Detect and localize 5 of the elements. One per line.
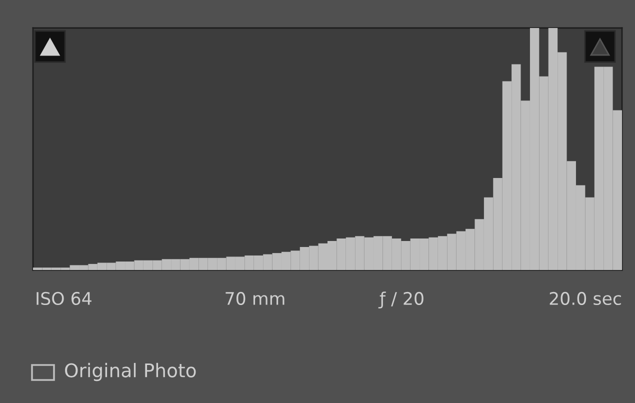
text: Original Photo xyxy=(65,362,196,382)
text: 20.0 sec xyxy=(550,292,621,306)
text: ƒ / 20 xyxy=(378,292,424,308)
text: 70 mm xyxy=(226,292,284,306)
text: ISO 64 xyxy=(36,292,92,306)
